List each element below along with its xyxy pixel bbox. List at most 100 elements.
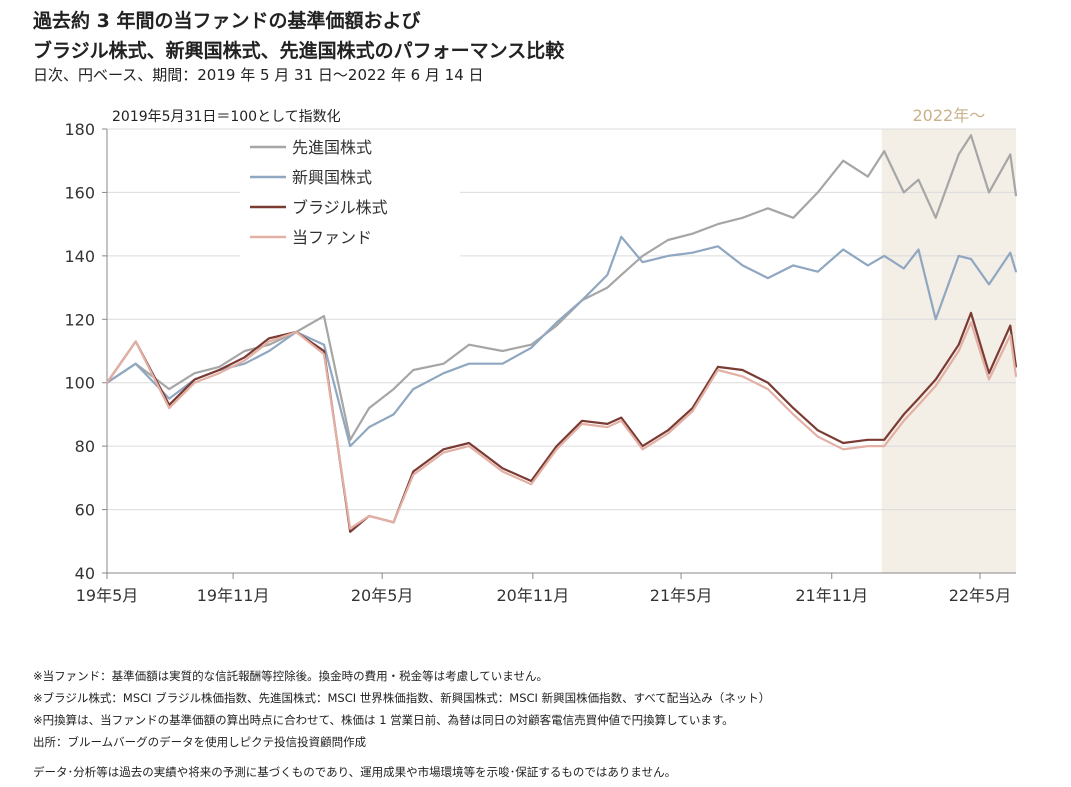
- data-point: [903, 267, 905, 270]
- data-point: [970, 321, 972, 324]
- data-point: [1009, 153, 1012, 156]
- y-tick-label: 60: [75, 501, 95, 520]
- index-note: 2019年5月31日＝100として指数化: [112, 109, 341, 125]
- data-point: [917, 397, 920, 400]
- data-point: [957, 255, 960, 257]
- data-point: [243, 359, 246, 362]
- data-point: [641, 255, 644, 257]
- data-point: [792, 264, 795, 267]
- data-point: [883, 150, 885, 152]
- data-point: [883, 445, 885, 447]
- data-point: [903, 419, 905, 422]
- series-line-4: [106, 321, 1018, 530]
- data-point: [606, 426, 609, 428]
- data-point: [243, 356, 246, 359]
- data-point: [218, 369, 220, 371]
- data-point: [866, 439, 869, 441]
- x-tick-label: 22年5月: [949, 586, 1012, 605]
- y-tick-label: 40: [75, 564, 95, 583]
- footnote-3: ※円換算は、当ファンドの基準価額の算出時点に合わせて、株価は 1 営業日前、為替…: [33, 713, 734, 727]
- legend-box: [240, 132, 460, 260]
- data-point: [134, 340, 137, 343]
- data-point: [268, 343, 270, 346]
- data-point: [412, 470, 415, 473]
- data-point: [392, 388, 395, 390]
- data-point: [501, 350, 504, 352]
- data-point: [767, 277, 769, 279]
- footnote-source: 出所：ブルームバーグのデータを使用しピクテ投信投資顧問作成: [33, 735, 367, 749]
- data-point: [970, 258, 972, 260]
- disclaimer: データ･分析等は過去の実績や将来の予測に基づくものであり、運用成果や市場環境等を…: [33, 765, 677, 779]
- data-point: [741, 369, 744, 371]
- x-tick-label: 19年11月: [197, 586, 270, 605]
- x-tick-label: 20年11月: [496, 586, 569, 605]
- data-point: [412, 388, 415, 390]
- data-point: [866, 175, 869, 178]
- data-point: [323, 315, 325, 317]
- data-point: [620, 236, 623, 238]
- data-point: [349, 445, 352, 447]
- data-point: [934, 378, 937, 381]
- data-point: [866, 445, 869, 447]
- data-point: [268, 350, 270, 352]
- x-tick-label: 21年5月: [650, 586, 713, 605]
- data-point: [767, 381, 769, 384]
- data-point: [368, 515, 370, 517]
- series-line-3: [106, 311, 1018, 533]
- data-point: [667, 255, 669, 257]
- data-point: [168, 388, 171, 390]
- data-point: [934, 217, 937, 219]
- data-point: [917, 248, 920, 251]
- y-tick-label: 140: [64, 247, 95, 266]
- data-point: [767, 207, 769, 210]
- data-point: [842, 448, 845, 451]
- data-point: [530, 343, 532, 346]
- data-point: [767, 388, 769, 390]
- y-tick-label: 160: [64, 183, 95, 202]
- data-point: [1015, 194, 1017, 197]
- data-point: [555, 321, 558, 324]
- data-point: [917, 404, 920, 406]
- data-point: [717, 369, 719, 371]
- data-point: [817, 435, 819, 438]
- data-point: [667, 239, 669, 241]
- y-tick-label: 180: [64, 120, 95, 139]
- data-point: [917, 178, 920, 181]
- data-point: [606, 423, 609, 425]
- data-point: [581, 419, 583, 422]
- data-point: [530, 483, 532, 486]
- data-point: [620, 419, 623, 422]
- data-point: [581, 299, 583, 302]
- title-line-2: ブラジル株式、新興国株式、先進国株式のパフォーマンス比較: [33, 40, 565, 62]
- data-point: [957, 350, 960, 352]
- data-point: [691, 410, 694, 413]
- title-line-1: 過去約 3 年間の当ファンドの基準価額および: [33, 10, 421, 32]
- data-point: [501, 362, 504, 365]
- data-point: [193, 378, 196, 381]
- subtitle: 日次、円ベース、期間：2019 年 5 月 31 日～2022 年 6 月 14…: [33, 66, 484, 84]
- legend-label: 当ファンド: [292, 228, 372, 247]
- data-point: [581, 423, 583, 425]
- data-point: [934, 318, 937, 321]
- data-point: [817, 270, 819, 273]
- data-point: [717, 223, 719, 225]
- data-point: [349, 439, 352, 441]
- data-point: [1015, 270, 1017, 273]
- data-point: [218, 366, 220, 368]
- data-point: [691, 407, 694, 409]
- data-point: [741, 264, 744, 267]
- data-point: [691, 251, 694, 254]
- data-point: [792, 407, 795, 409]
- data-point: [501, 467, 504, 470]
- data-point: [555, 324, 558, 327]
- data-point: [988, 378, 990, 381]
- data-point: [1009, 324, 1012, 327]
- data-point: [349, 530, 352, 533]
- data-point: [1009, 251, 1012, 254]
- data-point: [620, 274, 623, 276]
- data-point: [193, 372, 196, 375]
- data-point: [468, 343, 470, 346]
- data-point: [1009, 334, 1012, 336]
- data-point: [641, 448, 644, 451]
